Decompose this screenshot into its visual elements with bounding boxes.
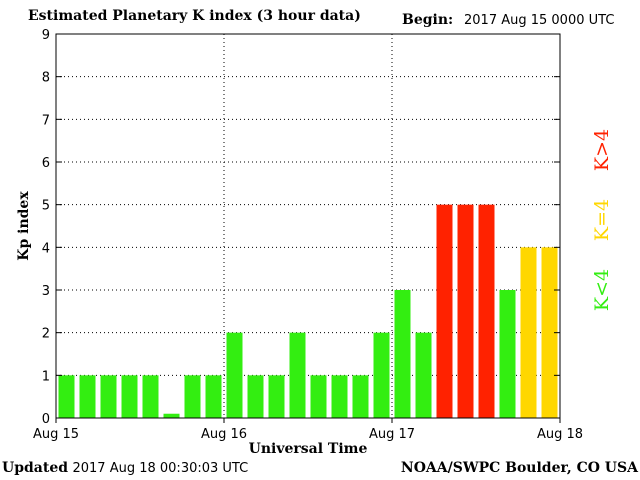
updated-value: 2017 Aug 18 00:30:03 UTC: [72, 461, 249, 476]
y-axis-label: Kp index: [16, 191, 32, 261]
y-axis-ticks: 0 1 2 3 4 5 6 7 8 9: [42, 28, 560, 427]
y-tick-label: 7: [42, 113, 50, 128]
kp-bar: [436, 204, 453, 418]
x-tick-label: Aug 18: [537, 427, 583, 442]
legend-entry: K=4: [591, 199, 613, 241]
kp-bar: [331, 375, 348, 418]
y-tick-label: 9: [42, 28, 50, 43]
kp-bar: [121, 375, 138, 418]
legend-entry: K>4: [591, 129, 613, 171]
kp-bar: [100, 375, 117, 418]
kp-bar: [478, 204, 495, 418]
kp-bar: [415, 332, 432, 418]
kp-bar: [289, 332, 306, 418]
kp-bar: [247, 375, 264, 418]
kp-bar: [79, 375, 96, 418]
source-credit: NOAA/SWPC Boulder, CO USA: [400, 460, 638, 476]
y-tick-label: 0: [42, 412, 50, 427]
chart-legend: K<4 K=4 K>4: [591, 129, 613, 311]
chart-grid: [56, 34, 560, 418]
kp-bar: [352, 375, 369, 418]
kp-bar: [184, 375, 201, 418]
x-tick-label: Aug 17: [369, 427, 415, 442]
begin-label: Begin:: [402, 12, 454, 28]
x-tick-label: Aug 15: [33, 427, 79, 442]
kp-bar: [142, 375, 159, 418]
y-tick-label: 3: [42, 284, 50, 299]
updated-label: Updated: [2, 460, 69, 476]
kp-bar: [499, 290, 516, 418]
updated-timestamp: Updated 2017 Aug 18 00:30:03 UTC: [2, 460, 248, 476]
chart-bars: [58, 204, 558, 418]
kp-bar: [58, 375, 75, 418]
kp-bar: [457, 204, 474, 418]
kp-bar: [541, 247, 558, 418]
kp-bar: [226, 332, 243, 418]
y-tick-label: 4: [42, 241, 50, 256]
kp-bar: [310, 375, 327, 418]
x-tick-label: Aug 16: [201, 427, 247, 442]
y-tick-label: 2: [42, 327, 50, 342]
kp-bar: [205, 375, 222, 418]
kp-bar: [520, 247, 537, 418]
y-tick-label: 5: [42, 199, 50, 214]
y-tick-label: 1: [42, 369, 50, 384]
legend-entry: K<4: [591, 269, 613, 311]
kp-bar: [394, 290, 411, 418]
y-tick-label: 8: [42, 71, 50, 86]
y-tick-label: 6: [42, 156, 50, 171]
kp-bar: [373, 332, 390, 418]
kp-bar: [163, 413, 180, 418]
plot-frame: [55, 33, 561, 419]
x-axis-ticks: Aug 15 Aug 16 Aug 17 Aug 18: [33, 418, 583, 442]
chart-title: Estimated Planetary K index (3 hour data…: [28, 8, 361, 24]
kp-bar: [268, 375, 285, 418]
x-axis-label: Universal Time: [249, 441, 368, 457]
begin-value: 2017 Aug 15 0000 UTC: [464, 13, 615, 28]
